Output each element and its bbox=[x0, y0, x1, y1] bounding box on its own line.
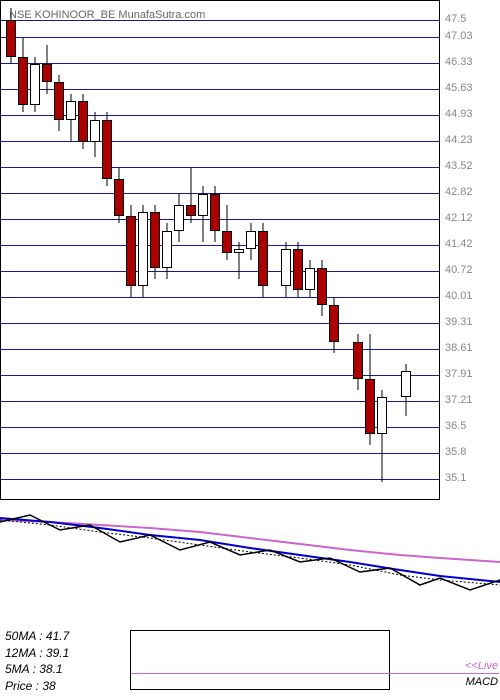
candle bbox=[18, 1, 28, 501]
y-axis-label: 44.23 bbox=[445, 134, 473, 146]
candle bbox=[102, 1, 112, 501]
y-axis-label: 47.03 bbox=[445, 30, 473, 42]
candle bbox=[78, 1, 88, 501]
candle bbox=[30, 1, 40, 501]
candle bbox=[317, 1, 327, 501]
macd-label: MACD bbox=[466, 676, 498, 688]
candle bbox=[198, 1, 208, 501]
y-axis-label: 37.91 bbox=[445, 368, 473, 380]
y-axis-label: 35.8 bbox=[445, 446, 466, 458]
candle bbox=[293, 1, 303, 501]
y-axis-label: 39.31 bbox=[445, 316, 473, 328]
y-axis-label: 43.52 bbox=[445, 160, 473, 172]
candle bbox=[353, 1, 363, 501]
candle bbox=[258, 1, 268, 501]
candle bbox=[42, 1, 52, 501]
candle bbox=[138, 1, 148, 501]
chart-title: NSE KOHINOOR_BE MunafaSutra.com bbox=[9, 9, 205, 21]
info-box: 50MA : 41.7 12MA : 39.1 5MA : 38.1 Price… bbox=[5, 628, 69, 695]
candle bbox=[186, 1, 196, 501]
candle bbox=[66, 1, 76, 501]
candle bbox=[174, 1, 184, 501]
candle bbox=[377, 1, 387, 501]
candle bbox=[90, 1, 100, 501]
candle bbox=[305, 1, 315, 501]
candle bbox=[222, 1, 232, 501]
y-axis-label: 42.82 bbox=[445, 186, 473, 198]
candle bbox=[6, 1, 16, 501]
candle bbox=[54, 1, 64, 501]
ma-dotted bbox=[0, 520, 500, 585]
live-label: <<Live bbox=[465, 660, 498, 672]
candle bbox=[150, 1, 160, 501]
y-axis-label: 40.72 bbox=[445, 264, 473, 276]
y-axis-label: 37.21 bbox=[445, 394, 473, 406]
info-rect bbox=[130, 630, 390, 690]
y-axis-label: 40.01 bbox=[445, 290, 473, 302]
candle bbox=[246, 1, 256, 501]
y-axis-label: 47.5 bbox=[445, 13, 466, 25]
y-axis-label: 44.93 bbox=[445, 108, 473, 120]
y-axis-label: 42.12 bbox=[445, 212, 473, 224]
y-axis-label: 41.42 bbox=[445, 238, 473, 250]
indicator-panel: 50MA : 41.7 12MA : 39.1 5MA : 38.1 Price… bbox=[0, 500, 500, 700]
y-axis-label: 36.5 bbox=[445, 420, 466, 432]
ma5-label: 5MA : 38.1 bbox=[5, 661, 69, 678]
candle bbox=[401, 1, 411, 501]
candle bbox=[365, 1, 375, 501]
candle bbox=[210, 1, 220, 501]
candle bbox=[329, 1, 339, 501]
y-axis-label: 38.61 bbox=[445, 342, 473, 354]
candle bbox=[234, 1, 244, 501]
price-label: Price : 38 bbox=[5, 678, 69, 695]
candlestick-chart: NSE KOHINOOR_BE MunafaSutra.com bbox=[0, 0, 440, 500]
y-axis-label: 46.33 bbox=[445, 56, 473, 68]
ma-violet bbox=[0, 520, 500, 562]
candle bbox=[162, 1, 172, 501]
candle bbox=[114, 1, 124, 501]
indicator-lines bbox=[0, 500, 500, 610]
ma50-label: 50MA : 41.7 bbox=[5, 628, 69, 645]
candle bbox=[126, 1, 136, 501]
y-axis-label: 35.1 bbox=[445, 472, 466, 484]
y-axis-label: 45.63 bbox=[445, 82, 473, 94]
candle bbox=[281, 1, 291, 501]
ma12-label: 12MA : 39.1 bbox=[5, 645, 69, 662]
